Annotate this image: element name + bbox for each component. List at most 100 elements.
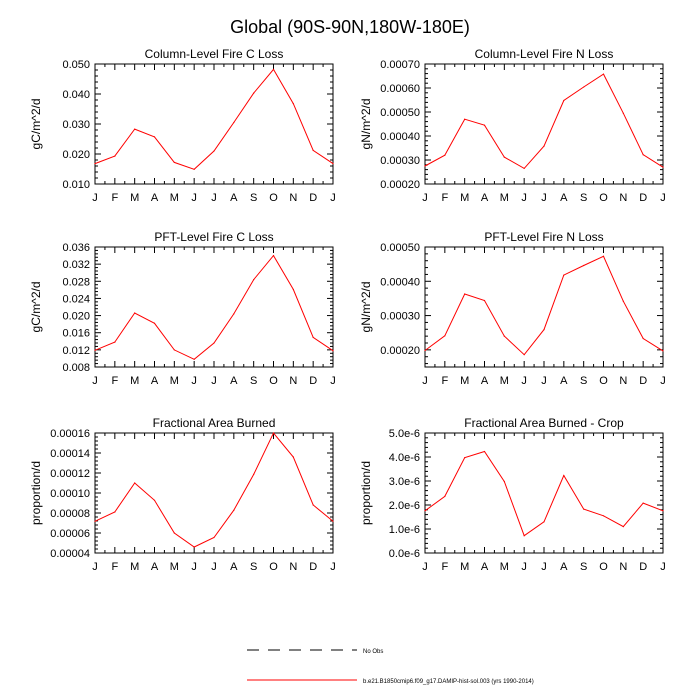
y-tick-label: 2.0e-6 bbox=[389, 500, 420, 512]
data-point bbox=[563, 99, 565, 102]
x-tick-label: F bbox=[441, 561, 448, 573]
data-point bbox=[312, 336, 314, 339]
data-point bbox=[483, 299, 486, 302]
x-tick-label: O bbox=[269, 375, 278, 387]
y-tick-label: 0.00020 bbox=[380, 345, 420, 357]
data-point bbox=[312, 504, 314, 506]
x-tick-label: D bbox=[309, 192, 317, 204]
data-point bbox=[173, 349, 175, 351]
x-tick-label: D bbox=[639, 375, 647, 387]
y-tick-label: 0.032 bbox=[62, 259, 90, 271]
panel-title: PFT-Level Fire N Loss bbox=[484, 230, 603, 244]
x-tick-label: S bbox=[580, 192, 587, 204]
panel-title: Column-Level Fire N Loss bbox=[475, 47, 614, 61]
plot-frame bbox=[94, 432, 334, 554]
data-point bbox=[253, 473, 255, 475]
data-point bbox=[153, 322, 156, 324]
data-point bbox=[662, 350, 664, 352]
x-tick-label: A bbox=[151, 375, 159, 387]
data-point bbox=[134, 312, 136, 314]
y-tick-label: 0.00040 bbox=[380, 276, 420, 288]
data-point bbox=[114, 511, 116, 513]
data-point bbox=[523, 535, 525, 537]
legend-label: b.e21.B1850cmip6.f09_g17.DAMIP-hist-sol.… bbox=[363, 679, 534, 685]
y-tick-label: 0.00050 bbox=[380, 107, 420, 119]
x-tick-label: A bbox=[230, 561, 238, 573]
plot-frame bbox=[424, 432, 664, 554]
y-tick-label: 5.0e-6 bbox=[389, 428, 420, 440]
data-point bbox=[444, 495, 446, 497]
data-point bbox=[503, 156, 505, 158]
series-line bbox=[424, 73, 664, 170]
series-line bbox=[94, 432, 334, 548]
x-tick-label: A bbox=[560, 561, 568, 573]
data-point bbox=[94, 163, 96, 165]
y-axis-label: gN/m^2/d bbox=[359, 282, 373, 333]
data-point bbox=[464, 118, 466, 120]
y-tick-label: 0.020 bbox=[62, 149, 90, 161]
series-line bbox=[94, 254, 334, 360]
x-tick-label: N bbox=[619, 561, 627, 573]
data-point bbox=[503, 335, 505, 337]
plot-frame bbox=[424, 63, 664, 185]
data-point bbox=[332, 520, 334, 522]
x-tick-label: J bbox=[330, 561, 336, 573]
y-tick-label: 0.008 bbox=[62, 362, 90, 374]
data-point bbox=[233, 509, 235, 511]
y-tick-label: 0.036 bbox=[62, 242, 90, 254]
data-point bbox=[543, 145, 545, 147]
y-tick-label: 0.00040 bbox=[380, 131, 420, 143]
x-tick-label: S bbox=[250, 375, 257, 387]
y-axis-label: gN/m^2/d bbox=[359, 99, 373, 150]
data-point bbox=[662, 166, 664, 168]
x-tick-label: O bbox=[269, 561, 278, 573]
y-tick-label: 1.0e-6 bbox=[389, 524, 420, 536]
data-point bbox=[483, 450, 486, 453]
y-tick-label: 0.00006 bbox=[50, 528, 90, 540]
panel-title: Fractional Area Burned - Crop bbox=[464, 416, 624, 430]
data-point bbox=[563, 474, 565, 477]
x-tick-label: D bbox=[309, 561, 317, 573]
x-tick-label: J bbox=[92, 561, 98, 573]
y-tick-label: 0.020 bbox=[62, 311, 90, 323]
y-tick-label: 0.050 bbox=[62, 59, 90, 71]
data-point bbox=[292, 103, 294, 105]
x-tick-label: S bbox=[580, 375, 587, 387]
data-point bbox=[424, 510, 426, 512]
x-tick-label: J bbox=[330, 192, 336, 204]
x-tick-label: J bbox=[660, 192, 666, 204]
x-tick-label: F bbox=[441, 375, 448, 387]
data-point bbox=[312, 149, 314, 151]
data-point bbox=[134, 128, 136, 130]
x-tick-label: J bbox=[541, 192, 547, 204]
data-point bbox=[213, 536, 215, 539]
x-tick-label: J bbox=[422, 561, 428, 573]
data-point bbox=[642, 502, 644, 504]
y-tick-label: 0.0e-6 bbox=[389, 548, 420, 560]
y-tick-label: 0.00010 bbox=[50, 488, 90, 500]
panel-title: Fractional Area Burned bbox=[153, 416, 276, 430]
x-tick-label: M bbox=[130, 561, 139, 573]
data-point bbox=[193, 358, 195, 360]
x-tick-label: M bbox=[130, 192, 139, 204]
data-point bbox=[424, 349, 426, 352]
x-tick-label: J bbox=[422, 375, 428, 387]
data-point bbox=[543, 521, 545, 523]
data-point bbox=[563, 274, 565, 276]
data-point bbox=[134, 482, 136, 484]
x-tick-label: M bbox=[500, 375, 509, 387]
x-tick-label: A bbox=[560, 375, 568, 387]
y-tick-label: 0.00004 bbox=[50, 548, 90, 560]
x-tick-label: D bbox=[639, 192, 647, 204]
y-tick-label: 3.0e-6 bbox=[389, 476, 420, 488]
y-tick-label: 0.040 bbox=[62, 89, 90, 101]
data-point bbox=[444, 154, 446, 156]
x-tick-label: O bbox=[599, 561, 608, 573]
y-tick-label: 0.010 bbox=[62, 179, 90, 191]
x-tick-label: M bbox=[170, 561, 179, 573]
